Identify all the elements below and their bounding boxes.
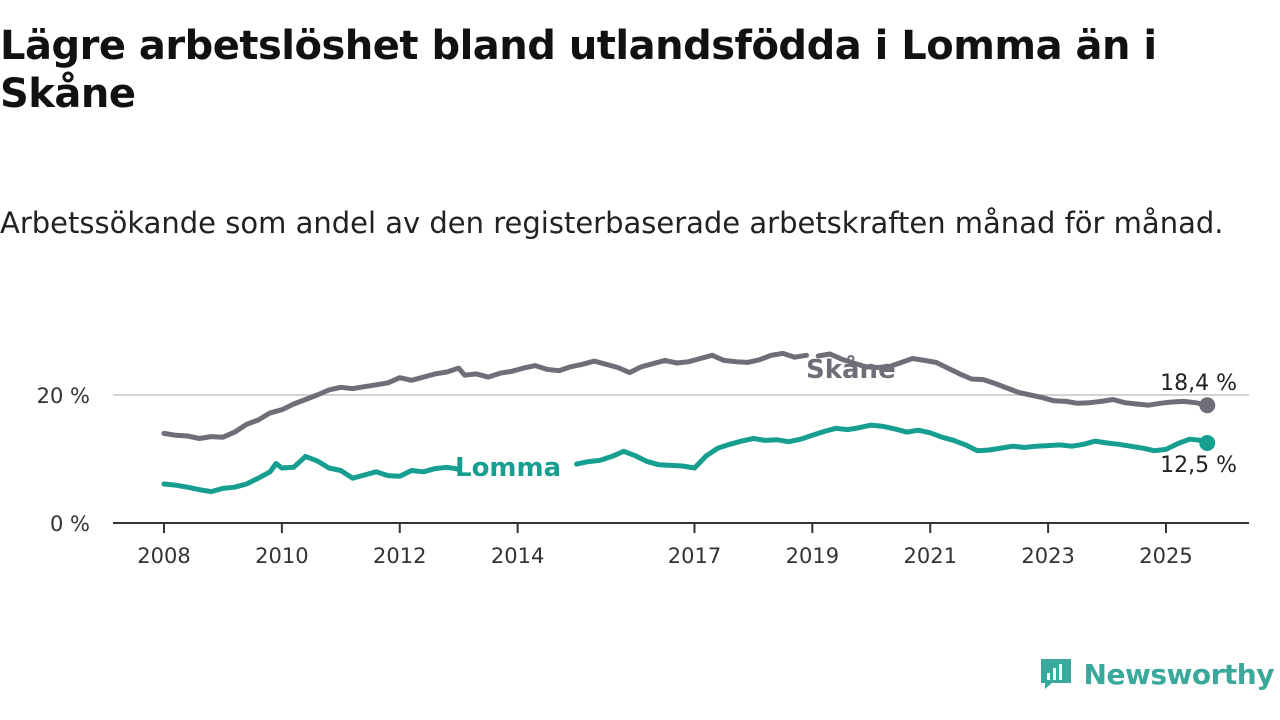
x-tick-label: 2010 (255, 544, 308, 568)
brand-name: Newsworthy (1083, 657, 1275, 691)
chart-title: Lägre arbetslöshet bland utlandsfödda i … (0, 23, 1157, 117)
series-layer (161, 350, 1216, 495)
x-tick-label: 2025 (1139, 544, 1192, 568)
series-line-skåne (161, 350, 1210, 441)
x-tick-label: 2023 (1021, 544, 1074, 568)
x-tick-label: 2012 (373, 544, 426, 568)
y-tick-label: 0 % (50, 512, 90, 536)
series-label-lomma: Lomma (455, 453, 561, 483)
end-label-skane: 18,4 % (1160, 371, 1237, 396)
end-point-lomma (1199, 435, 1216, 451)
chart-subtitle: Arbetssökande som andel av den registerb… (0, 206, 1224, 240)
label-layer: Skåne Lomma 18,4 % 12,5 % (455, 353, 1237, 483)
newsworthy-logo-icon (1040, 659, 1071, 689)
x-tick-label: 2014 (491, 544, 544, 568)
end-point-skåne (1199, 397, 1216, 414)
x-tick-label: 2019 (786, 544, 839, 568)
x-tick-label: 2021 (904, 544, 957, 568)
series-line-lomma (161, 422, 1210, 495)
y-tick-label: 20 % (37, 384, 90, 408)
x-tick-label: 2017 (668, 544, 721, 568)
end-label-lomma: 12,5 % (1160, 453, 1237, 478)
x-tick-label: 2008 (137, 544, 190, 568)
axis-layer: 0 % 20 % 2008 2010 2012 2014 2017 2019 2021 2023 2… (37, 384, 1249, 568)
brand-logo: Newsworthy (1038, 656, 1275, 692)
series-label-skane: Skåne (806, 353, 896, 385)
